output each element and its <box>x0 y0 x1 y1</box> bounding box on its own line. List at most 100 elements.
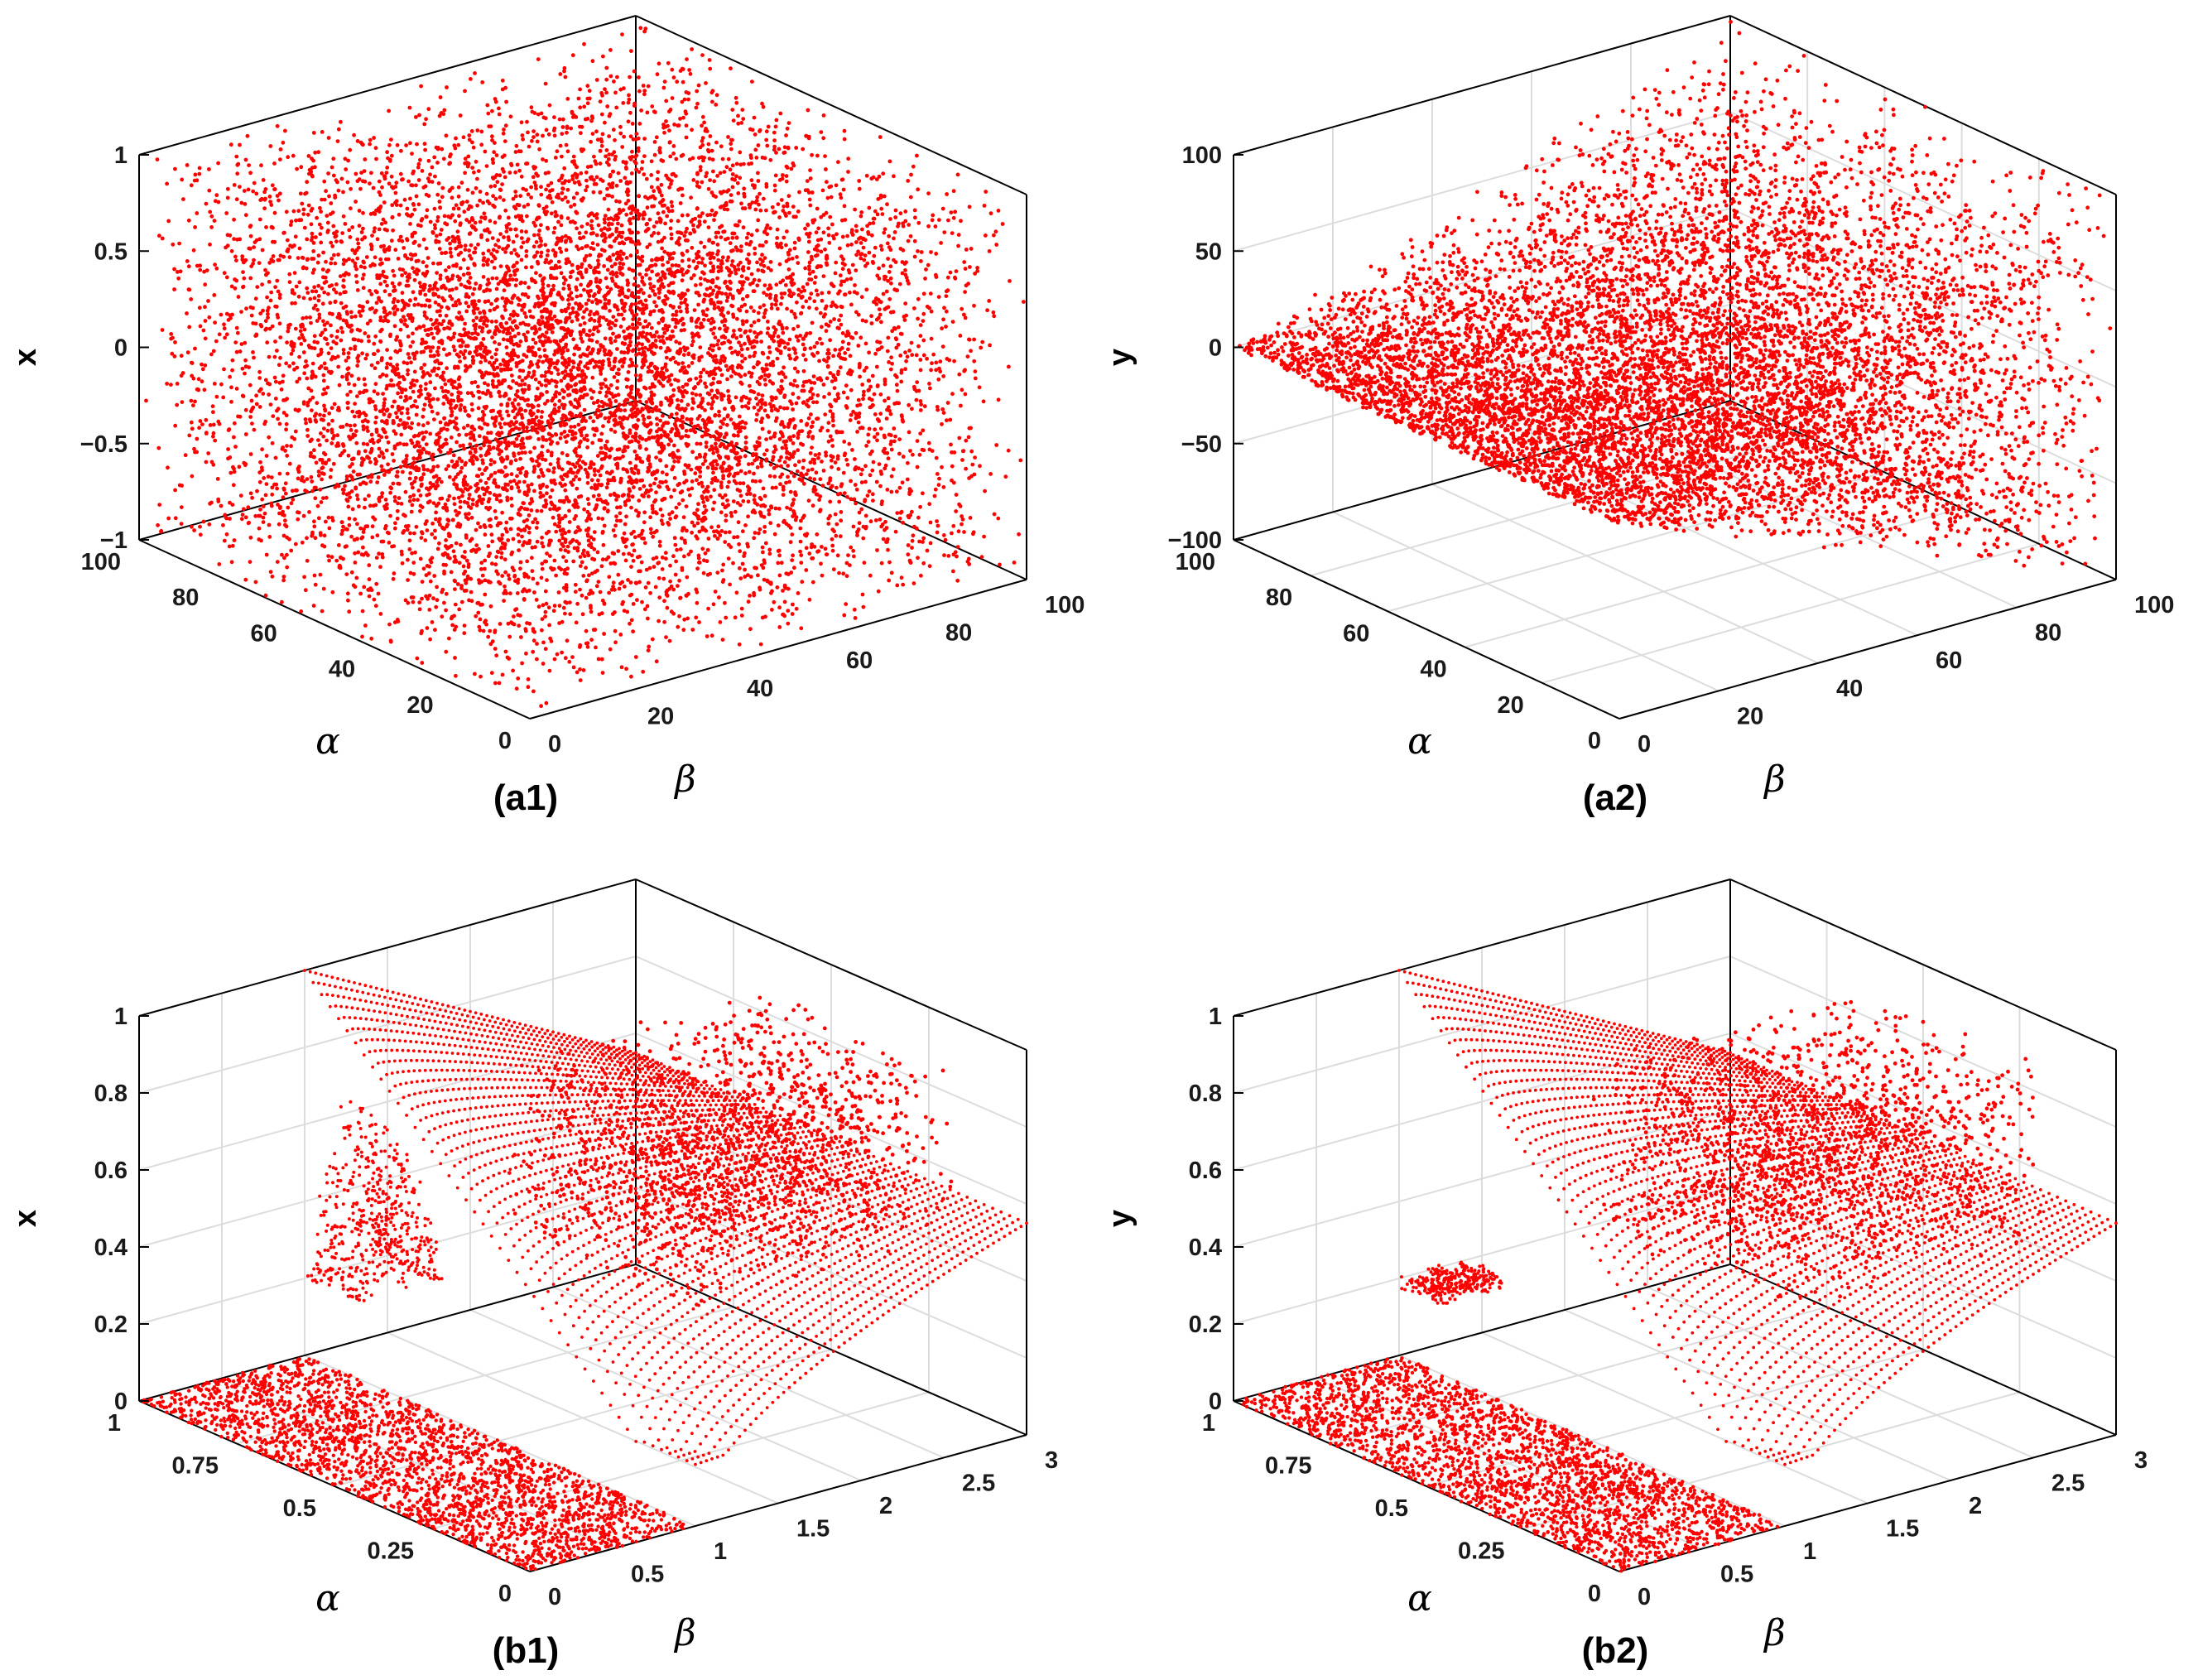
data-point <box>322 404 326 408</box>
data-point <box>574 583 578 587</box>
data-point <box>558 499 562 503</box>
data-point <box>494 320 498 324</box>
data-point <box>597 224 601 228</box>
data-point <box>353 415 357 419</box>
data-point <box>628 461 632 465</box>
data-point <box>662 250 666 254</box>
data-point <box>906 478 910 482</box>
data-point <box>416 469 421 473</box>
data-point <box>509 368 513 372</box>
data-point <box>436 346 440 350</box>
data-point <box>636 231 640 235</box>
data-point <box>820 291 824 296</box>
data-point <box>785 276 789 280</box>
data-point <box>570 655 575 659</box>
data-point <box>351 478 355 482</box>
data-point <box>797 190 801 195</box>
data-point <box>697 335 701 339</box>
data-point <box>815 341 820 345</box>
data-point <box>599 590 603 594</box>
data-point <box>707 187 711 191</box>
data-point <box>234 258 238 262</box>
data-point <box>714 335 718 339</box>
data-point <box>347 454 351 458</box>
data-point <box>945 418 949 422</box>
data-point <box>524 652 528 656</box>
data-point <box>957 436 961 440</box>
data-point <box>690 319 694 323</box>
data-point <box>469 276 473 280</box>
data-point <box>892 237 896 241</box>
data-point <box>548 495 552 499</box>
data-point <box>729 200 733 204</box>
data-point <box>826 348 830 352</box>
data-point <box>696 261 700 265</box>
data-point <box>761 393 765 397</box>
data-point <box>629 675 633 679</box>
data-point <box>211 410 215 414</box>
data-point <box>356 498 360 502</box>
data-point <box>341 442 345 446</box>
data-point <box>960 458 964 462</box>
data-point <box>757 143 761 147</box>
data-point <box>443 214 447 219</box>
data-point <box>820 325 824 329</box>
data-point <box>575 602 580 606</box>
data-point <box>844 383 849 388</box>
data-point <box>748 354 752 359</box>
data-point <box>380 262 384 266</box>
data-point <box>719 620 723 624</box>
data-point <box>888 160 892 164</box>
data-point <box>579 283 583 287</box>
data-point <box>721 230 725 234</box>
data-point <box>652 109 657 113</box>
data-point <box>238 349 243 354</box>
data-point <box>668 580 672 584</box>
data-point <box>283 129 287 133</box>
data-point <box>658 459 662 463</box>
data-point <box>365 255 369 259</box>
data-point <box>725 378 729 382</box>
data-point <box>472 146 476 150</box>
data-point <box>810 542 814 546</box>
data-point <box>236 331 240 335</box>
data-point <box>714 590 718 594</box>
data-point <box>541 282 546 286</box>
data-point <box>553 127 557 131</box>
data-point <box>839 518 843 522</box>
data-point <box>668 564 672 568</box>
data-point <box>633 277 637 281</box>
data-point <box>204 460 209 465</box>
data-point <box>849 277 854 281</box>
data-point <box>868 574 873 578</box>
data-point <box>569 205 573 209</box>
data-point <box>878 313 883 317</box>
data-point <box>466 188 470 192</box>
data-point <box>650 362 654 366</box>
data-point <box>562 390 566 394</box>
data-point <box>216 477 220 481</box>
data-point <box>417 113 421 118</box>
data-point <box>464 248 468 252</box>
data-point <box>479 235 483 239</box>
data-point <box>739 469 743 474</box>
data-point <box>763 383 767 387</box>
data-point <box>356 242 360 246</box>
data-point <box>516 313 520 317</box>
data-point <box>837 500 841 504</box>
data-point <box>659 370 663 374</box>
data-point <box>517 513 521 517</box>
data-point <box>547 381 551 385</box>
data-point <box>258 480 262 484</box>
data-point <box>268 327 272 331</box>
data-point <box>241 285 245 289</box>
data-point <box>811 400 815 404</box>
data-point <box>629 506 633 510</box>
data-point <box>605 187 609 191</box>
data-point <box>612 476 616 480</box>
data-point <box>712 602 716 606</box>
data-point <box>766 356 770 360</box>
data-point <box>520 308 524 312</box>
data-point <box>811 392 815 397</box>
data-point <box>926 263 931 267</box>
